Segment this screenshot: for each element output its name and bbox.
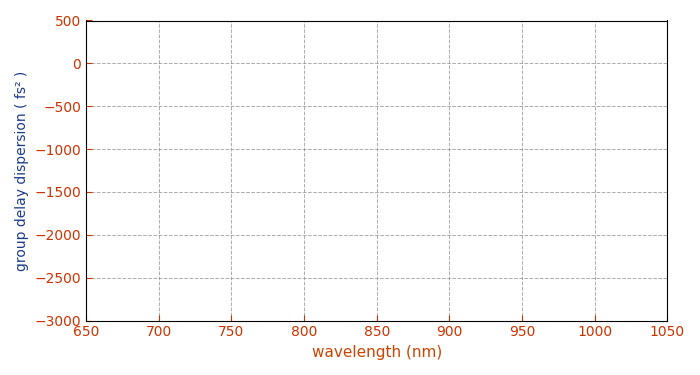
Y-axis label: group delay dispersion ( fs² ): group delay dispersion ( fs² ) — [15, 70, 29, 271]
X-axis label: wavelength (nm): wavelength (nm) — [312, 345, 442, 360]
